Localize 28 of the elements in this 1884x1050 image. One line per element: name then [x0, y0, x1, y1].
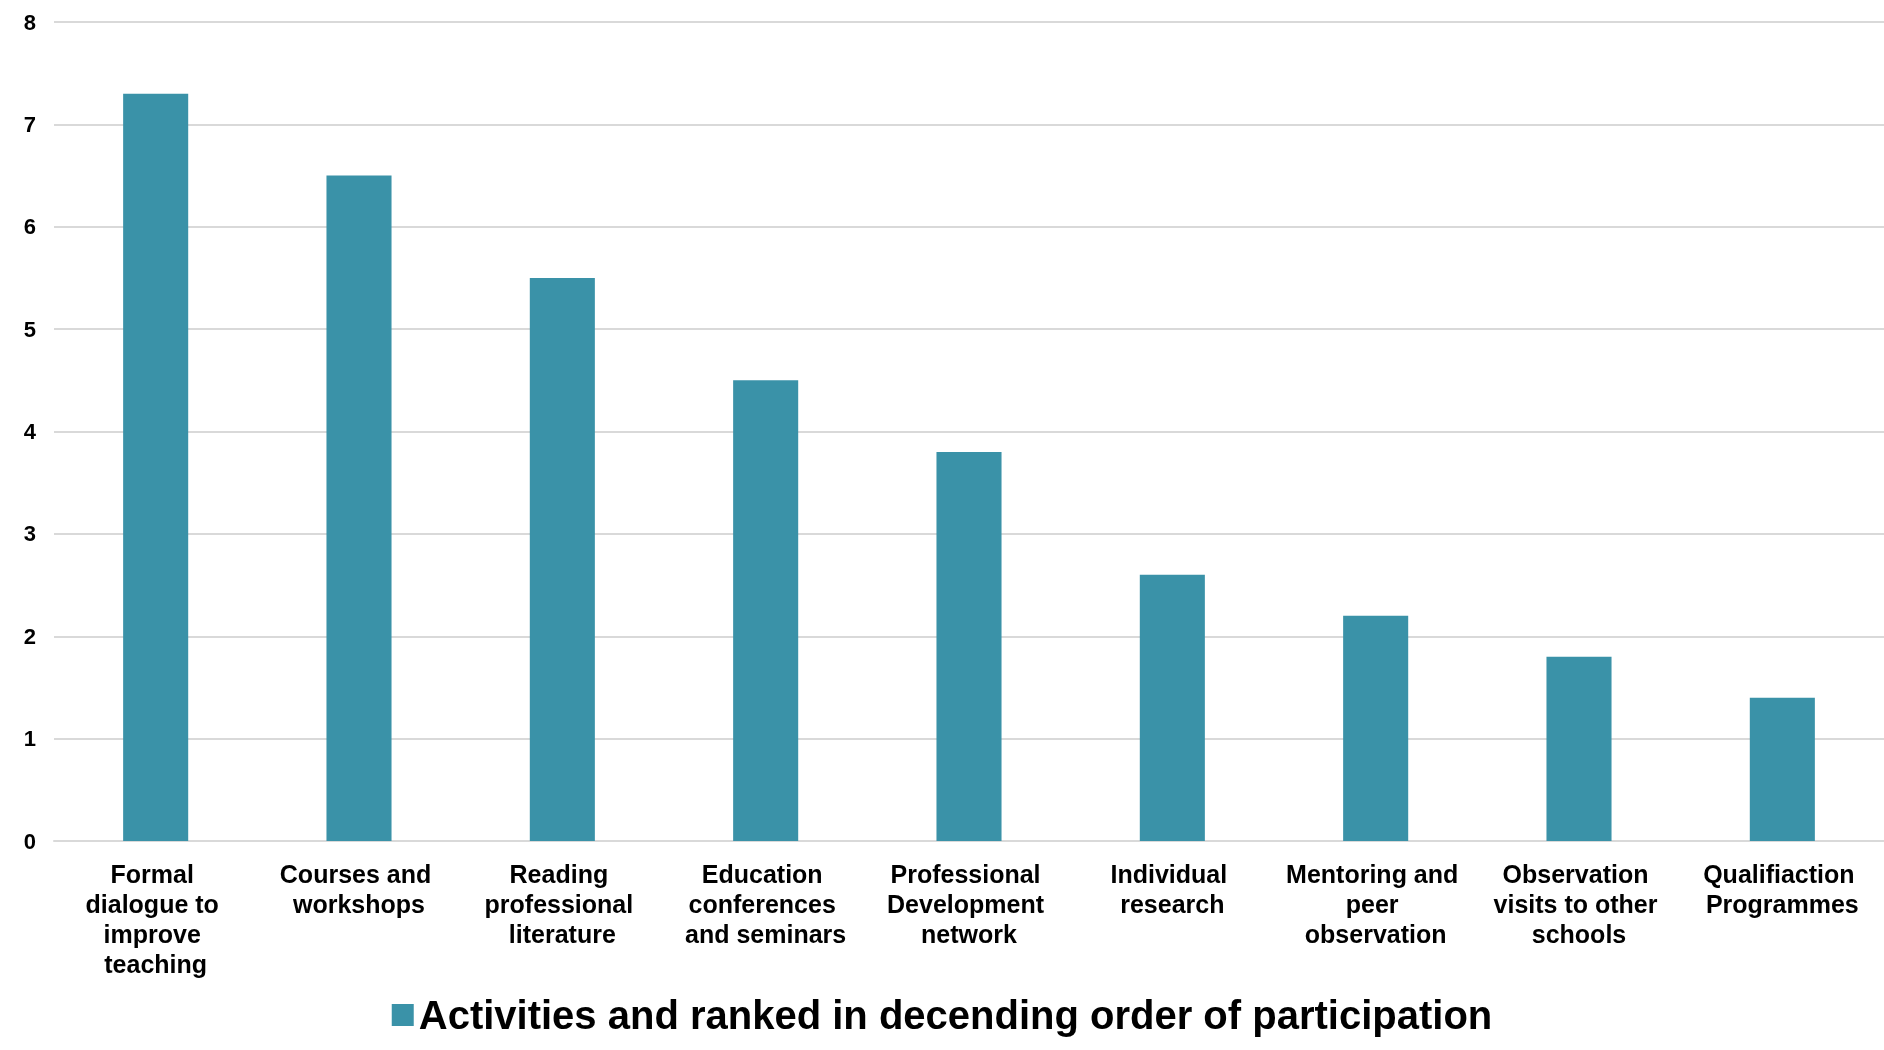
- x-tick-label: Formal dialogue to improve teaching: [85, 860, 226, 978]
- x-tick-label: Qualifiaction Programmes: [1703, 860, 1862, 918]
- x-tick-label: Courses and workshops: [279, 860, 439, 918]
- y-tick-label: 0: [23, 828, 36, 854]
- y-tick-label: 4: [23, 419, 37, 444]
- legend-label: Activities and ranked in decending order of participation: [418, 993, 1493, 1037]
- x-tick-label: Education conferences and seminars: [685, 860, 847, 948]
- bar: [1139, 574, 1205, 841]
- x-tick-label: Professional Development network: [887, 860, 1051, 948]
- y-tick-label: 3: [23, 521, 36, 547]
- x-tick-label: Observation visits to other schools: [1493, 860, 1665, 948]
- bar: [1546, 656, 1612, 841]
- y-tick-label: 5: [23, 316, 36, 342]
- y-tick-label: 6: [23, 214, 36, 240]
- bar: [529, 277, 595, 841]
- y-tick-label: 7: [23, 111, 36, 137]
- y-tick-label: 8: [23, 9, 36, 35]
- y-tick-label: 2: [23, 623, 36, 649]
- x-tick-label: Individual research: [1110, 860, 1235, 918]
- bar: [326, 175, 392, 841]
- bar: [936, 451, 1002, 841]
- x-tick-label: Reading professional literature: [484, 860, 641, 948]
- y-tick-label: 1: [23, 726, 36, 752]
- bar: [123, 93, 189, 841]
- bar: [1749, 697, 1815, 841]
- x-tick-label: Mentoring and peer observation: [1286, 860, 1466, 948]
- bar: [733, 380, 799, 841]
- bar: [1343, 615, 1409, 841]
